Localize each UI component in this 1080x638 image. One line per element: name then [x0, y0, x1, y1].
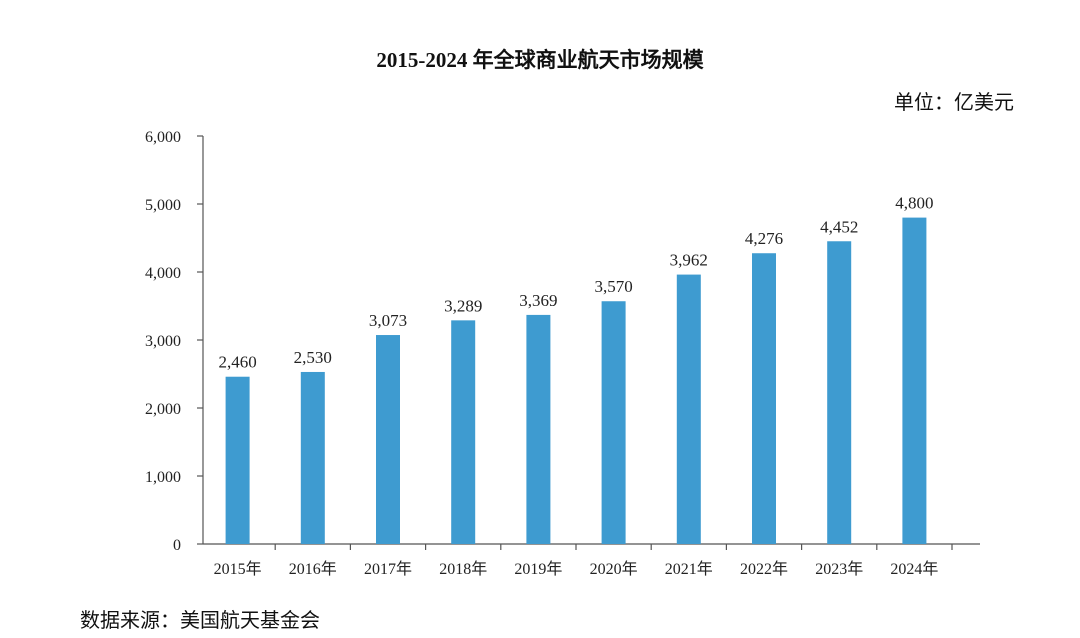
y-tick-label: 3,000	[145, 333, 181, 350]
category-label: 2023年	[815, 560, 863, 578]
data-label: 4,452	[820, 217, 858, 236]
bar	[225, 376, 250, 544]
bar	[300, 371, 325, 544]
category-label: 2019年	[514, 560, 562, 578]
y-tick-label: 4,000	[145, 265, 181, 282]
source-label: 数据来源：美国航天基金会	[80, 610, 320, 632]
data-label: 4,800	[895, 194, 933, 213]
bar	[451, 320, 476, 544]
bar	[526, 314, 551, 544]
data-label: 3,369	[519, 291, 557, 310]
category-label: 2015年	[214, 560, 262, 578]
bar	[827, 241, 852, 544]
data-label: 4,276	[745, 229, 783, 248]
y-tick-label: 5,000	[145, 197, 181, 214]
data-label: 2,530	[294, 348, 332, 367]
y-tick-label: 0	[173, 537, 181, 554]
bar	[676, 274, 701, 544]
unit-label: 单位：亿美元	[894, 92, 1014, 114]
bar	[752, 253, 776, 544]
data-label: 3,289	[444, 296, 482, 315]
category-label: 2022年	[740, 560, 788, 578]
y-tick-label: 2,000	[145, 401, 181, 418]
chart-title: 2015-2024 年全球商业航天市场规模	[376, 48, 704, 72]
category-label: 2021年	[665, 560, 713, 578]
category-label: 2017年	[364, 560, 412, 578]
data-label: 3,073	[369, 311, 407, 330]
category-label: 2018年	[439, 560, 487, 578]
category-label: 2024年	[890, 560, 938, 578]
data-label: 3,570	[594, 277, 632, 296]
category-label: 2020年	[590, 560, 638, 578]
data-label: 2,460	[218, 353, 256, 372]
bar	[601, 301, 626, 544]
bar	[902, 217, 927, 544]
category-label: 2016年	[289, 560, 337, 578]
y-tick-label: 6,000	[145, 129, 181, 146]
bar	[376, 335, 400, 544]
y-tick-label: 1,000	[145, 469, 181, 486]
data-label: 3,962	[670, 251, 708, 270]
